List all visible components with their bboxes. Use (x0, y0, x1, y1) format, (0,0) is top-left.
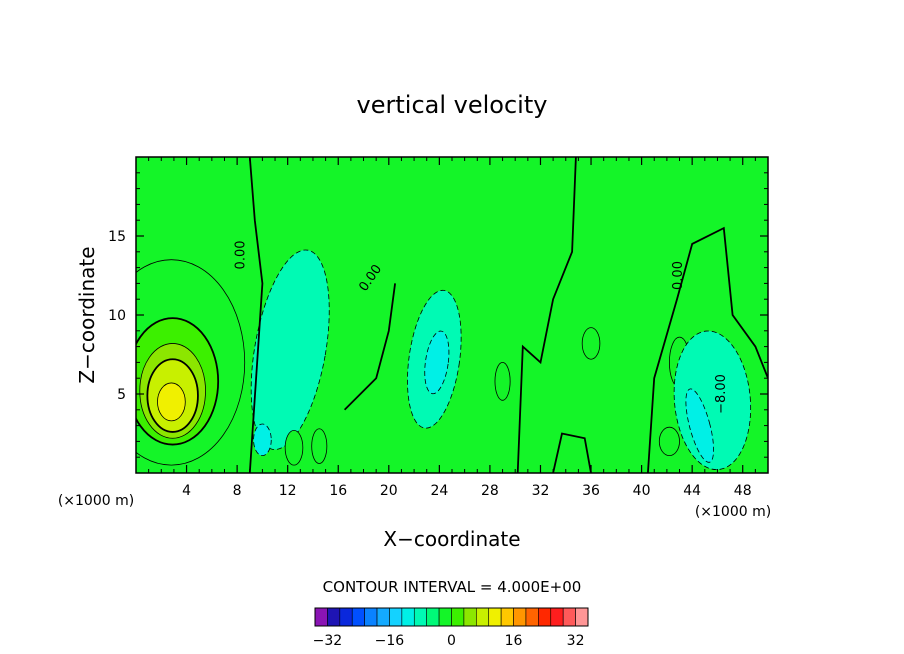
colorbar-swatch (562, 607, 576, 627)
contour-label: −8.00 (714, 374, 729, 414)
x-tick-label: 40 (633, 483, 651, 499)
contour-label: 0.00 (671, 261, 686, 290)
colorbar-swatch (339, 607, 353, 627)
x-tick-label: 4 (182, 483, 191, 499)
colorbar-swatch (513, 607, 527, 627)
colorbar-tick-label: −16 (375, 633, 405, 649)
x-unit-label-left: (×1000 m) (58, 493, 134, 509)
x-tick-label: 20 (380, 483, 398, 499)
colorbar-swatch (401, 607, 415, 627)
colorbar-tick-label: 16 (505, 633, 523, 649)
contour-lines (248, 157, 768, 473)
colorbar-swatch (438, 607, 452, 627)
y-axis-ticks: 5 10 15 (108, 172, 768, 458)
colorbar-tick-label: −32 (313, 633, 343, 649)
downdraft-band-12-core (253, 423, 272, 457)
x-unit-label-right: (×1000 m) (695, 504, 771, 520)
y-tick-label: 5 (117, 387, 126, 403)
colorbar-swatch (538, 607, 552, 627)
colorbar-swatch (376, 607, 390, 627)
cell-36 (581, 327, 601, 360)
x-tick-label: 16 (329, 483, 347, 499)
x-axis-ticks: 4 8 12 16 20 24 28 32 36 40 44 48 (148, 157, 756, 499)
x-axis-title: X−coordinate (383, 527, 520, 551)
colorbar-swatch (364, 607, 378, 627)
x-tick-label: 12 (279, 483, 297, 499)
x-tick-label: 8 (233, 483, 242, 499)
contour-plot-area: 0.000.00 0.00−8.00 (135, 156, 769, 474)
x-tick-label: 44 (683, 483, 701, 499)
colorbar-frame (314, 607, 589, 627)
x-tick-label: 32 (532, 483, 550, 499)
colorbar-swatch (327, 607, 341, 627)
updraft-level-20 (157, 382, 186, 422)
colorbar-swatch (575, 607, 589, 627)
colorbar-swatch (451, 607, 465, 627)
zero-contour-line (343, 283, 396, 411)
colorbar-swatch (488, 607, 502, 627)
weak-updraft-12 (284, 429, 304, 466)
y-tick-label: 10 (108, 308, 126, 324)
contour-label: 0.00 (234, 240, 249, 269)
colorbar-swatch (525, 607, 539, 627)
cell-29 (494, 361, 511, 401)
y-tick-label: 15 (108, 229, 126, 245)
colorbar-tick-label: 32 (567, 633, 585, 649)
contour-fills (136, 249, 752, 471)
zero-contour-line (552, 432, 592, 473)
chart-title: vertical velocity (357, 91, 548, 119)
colorbar-swatch (351, 607, 365, 627)
zero-contour-line (647, 226, 768, 473)
zero-contour-line (516, 157, 577, 473)
y-axis-title: Z−coordinate (75, 246, 99, 383)
x-tick-label: 48 (734, 483, 752, 499)
downdraft-24-core (424, 330, 450, 395)
colorbar-swatch (389, 607, 403, 627)
colorbar-tick-label: 0 (447, 633, 456, 649)
colorbar-swatch (314, 607, 328, 627)
colorbar-swatch (426, 607, 440, 627)
x-tick-label: 36 (582, 483, 600, 499)
colorbar-swatch (413, 607, 427, 627)
contour-interval-label: CONTOUR INTERVAL = 4.000E+00 (323, 578, 582, 596)
weak-updraft-14 (311, 428, 328, 464)
downdraft-46-core (685, 388, 714, 463)
x-tick-label: 28 (481, 483, 499, 499)
x-tick-label: 24 (430, 483, 448, 499)
colorbar: −32 −16 0 16 32 (313, 607, 589, 649)
colorbar-swatch (476, 607, 490, 627)
colorbar-swatch (550, 607, 564, 627)
cell-42-updraft-low (658, 426, 680, 457)
downdraft-band-12 (250, 249, 330, 450)
zero-contour-line (248, 157, 264, 473)
colorbar-swatch (500, 607, 514, 627)
colorbar-swatch (463, 607, 477, 627)
